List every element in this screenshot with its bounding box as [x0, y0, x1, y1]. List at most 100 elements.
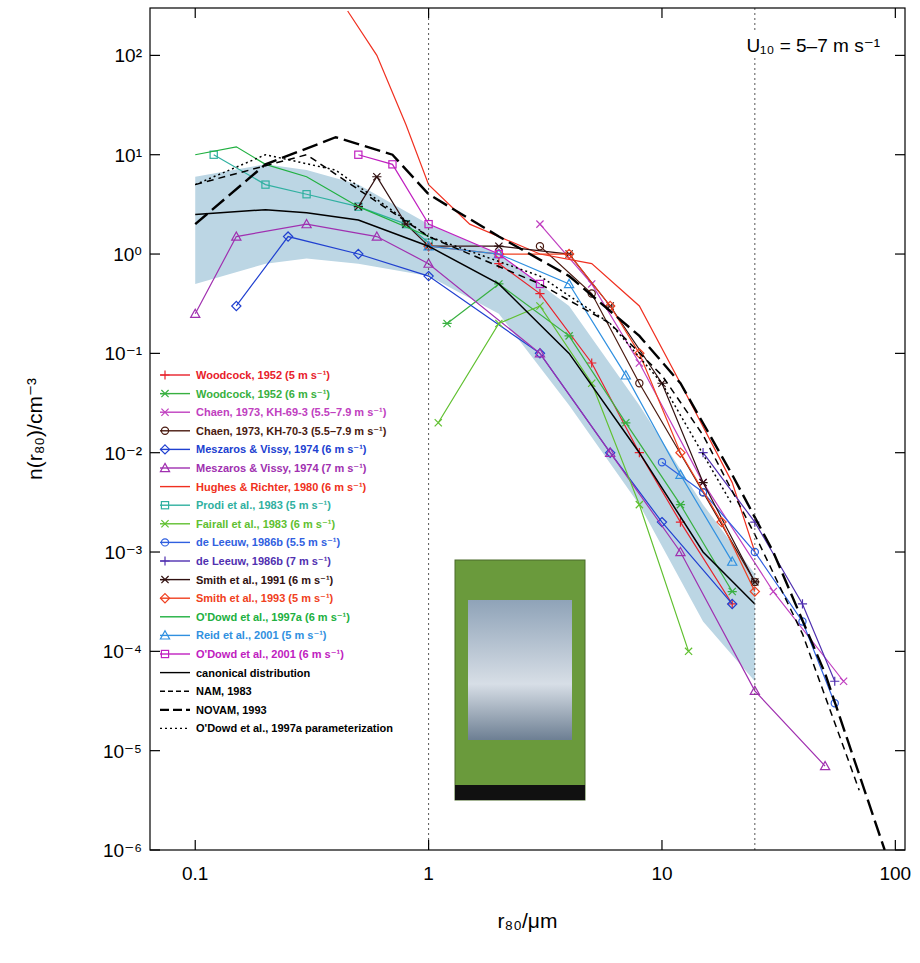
series-line: [429, 246, 733, 561]
legend-marker: [160, 390, 169, 397]
legend-label: Fairall et al., 1983 (6 m s⁻¹): [196, 518, 335, 530]
plot-data: [191, 11, 885, 850]
x-tick: [195, 8, 196, 18]
data-point: [565, 249, 574, 258]
data-point: [389, 161, 396, 168]
y-tick: [150, 154, 160, 155]
series-line: [195, 137, 884, 850]
series-line: [236, 237, 732, 604]
series-line: [662, 462, 835, 703]
x-tick-label: 0.1: [182, 863, 208, 884]
legend-marker: [161, 539, 168, 546]
legend-marker: [160, 556, 169, 565]
legend-label: canonical distribution: [196, 667, 311, 679]
x-axis-title: r₈₀/μm: [498, 909, 558, 932]
legend-swatch: [160, 467, 190, 468]
y-tick-label: 10⁻¹: [105, 343, 143, 364]
data-point: [676, 547, 685, 555]
y-tick: [150, 750, 160, 751]
series-line: [429, 246, 755, 591]
legend-swatch: [160, 486, 190, 487]
data-point: [676, 470, 685, 478]
data-point: [435, 419, 442, 426]
data-point: [191, 309, 200, 317]
data-point: [372, 232, 381, 240]
legend-marker: [160, 463, 169, 471]
book-band: [455, 785, 585, 800]
x-tick: [428, 8, 429, 18]
data-point: [565, 279, 574, 287]
data-point: [495, 250, 502, 257]
legend-marker: [160, 594, 169, 603]
series-line: [447, 284, 732, 592]
x-tick: [895, 8, 896, 18]
legend-swatch: [160, 598, 190, 599]
data-point: [442, 320, 451, 327]
series-line: [195, 147, 428, 237]
y-tick: [895, 353, 905, 354]
data-point: [840, 678, 847, 685]
y-tick-label: 10⁻⁴: [103, 641, 142, 662]
data-point: [658, 459, 665, 466]
x-tick: [195, 840, 196, 850]
data-point: [303, 191, 310, 198]
data-point: [636, 501, 643, 508]
book-picture: [468, 600, 572, 740]
legend-label: O'Dowd et al., 1997a (6 m s⁻¹): [196, 611, 350, 623]
annotation: U₁₀ = 5–7 m s⁻¹: [746, 35, 880, 56]
legend-marker: [160, 370, 169, 379]
x-tick: [428, 840, 429, 850]
legend: Woodcock, 1952 (5 m s⁻¹) Woodcock, 1952 (…: [160, 369, 393, 734]
x-tick: [661, 840, 662, 850]
book-cover: [455, 560, 585, 800]
y-tick-label: 10¹: [115, 145, 142, 166]
legend-swatch: [160, 653, 190, 654]
data-point: [621, 419, 630, 426]
series-line: [214, 155, 429, 243]
y-tick: [895, 55, 905, 56]
series-line: [195, 210, 755, 604]
y-tick: [150, 353, 160, 354]
series-line: [195, 224, 825, 766]
plot-frame: [150, 8, 905, 850]
y-tick: [895, 651, 905, 652]
series-line: [348, 11, 755, 552]
data-point: [283, 232, 292, 241]
data-point: [717, 518, 726, 527]
reference-line: [428, 8, 429, 850]
data-point: [798, 599, 807, 608]
data-point: [621, 371, 630, 379]
legend-swatch: [160, 728, 190, 729]
data-point: [770, 588, 777, 595]
y-tick: [150, 551, 160, 552]
data-point: [676, 501, 685, 508]
legend-marker: [161, 427, 168, 434]
y-tick-label: 10⁻⁶: [103, 840, 142, 861]
data-point: [536, 243, 543, 250]
x-tick-label: 10: [651, 863, 672, 884]
reference-line: [754, 8, 755, 850]
legend-label: O'Dowd et al., 1997a parameterization: [196, 722, 393, 734]
legend-label: O'Dowd et al., 2001 (6 m s⁻¹): [196, 648, 344, 660]
legend-label: Reid et al., 2001 (5 m s⁻¹): [196, 629, 327, 641]
data-point: [728, 588, 737, 595]
legend-swatch: [160, 542, 190, 543]
data-point: [536, 280, 543, 287]
legend-label: Woodcock, 1952 (6 m s⁻¹): [196, 388, 330, 400]
legend-label: Woodcock, 1952 (5 m s⁻¹): [196, 369, 330, 381]
data-point: [728, 557, 737, 565]
chart: 0.111010010⁻⁶10⁻⁵10⁻⁴10⁻³10⁻²10⁻¹10⁰10¹1…: [0, 0, 920, 963]
series-line: [358, 155, 540, 284]
legend-label: Meszaros & Vissy, 1974 (7 m s⁻¹): [196, 462, 367, 474]
data-point: [262, 181, 269, 188]
data-point: [685, 648, 692, 655]
y-tick: [895, 154, 905, 155]
data-point: [636, 380, 643, 387]
data-point: [495, 320, 502, 327]
y-tick: [895, 750, 905, 751]
x-tick: [895, 840, 896, 850]
y-tick: [150, 253, 160, 254]
y-tick: [895, 452, 905, 453]
x-tick-label: 1: [423, 863, 434, 884]
y-tick: [150, 651, 160, 652]
